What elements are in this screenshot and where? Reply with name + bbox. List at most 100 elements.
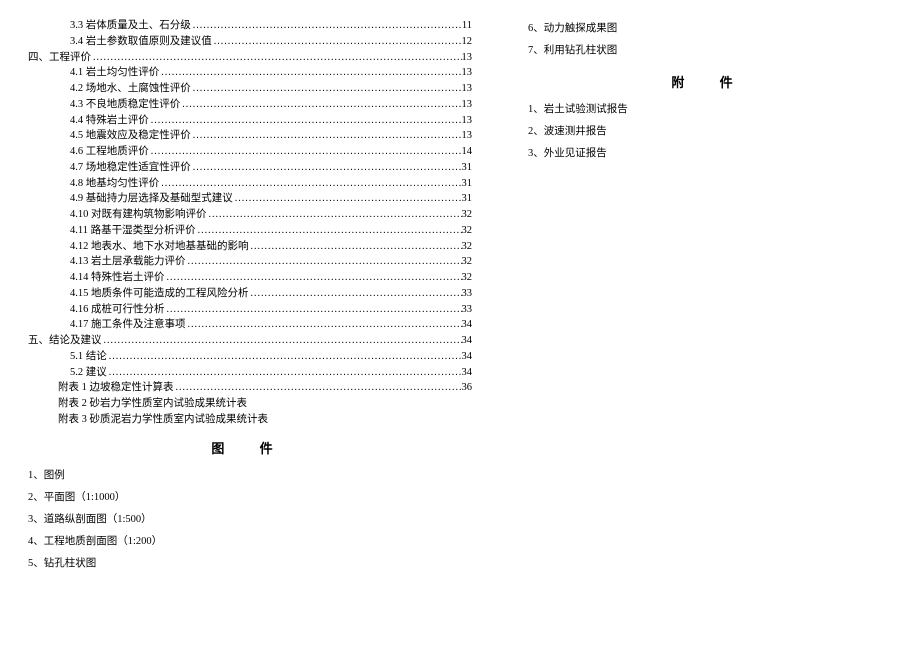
toc-page: 33: [462, 302, 473, 318]
toc-dots: [165, 270, 462, 285]
toc-label: 五、结论及建议: [28, 333, 102, 349]
toc-dots: [159, 176, 461, 191]
tujian-list: 1、图例2、平面图（1:1000）3、道路纵剖面图（1:500）4、工程地质剖面…: [28, 465, 472, 575]
toc-page: 13: [462, 50, 473, 66]
toc-entry: 4.4 特殊岩土评价 13: [28, 113, 472, 129]
toc-label: 4.14 特殊性岩土评价: [70, 270, 165, 286]
toc-entry: 4.11 路基干湿类型分析评价32: [28, 223, 472, 239]
toc-entry: 4.8 地基均匀性评价31: [28, 176, 472, 192]
toc-label: 4.6 工程地质评价: [70, 144, 149, 160]
toc-label: 4.12 地表水、地下水对地基基础的影响: [70, 239, 249, 255]
toc-entry: 4.9 基础持力层选择及基础型式建议 31: [28, 191, 472, 207]
toc-page: 32: [462, 207, 473, 223]
document-page: 3.3 岩体质量及土、石分级 11 3.4 岩土参数取值原则及建议值 12四、工程评价…: [0, 0, 920, 651]
toc-page: 32: [462, 254, 473, 270]
toc-label: 4.3 不良地质稳定性评价: [70, 97, 180, 113]
toc-dots: [174, 380, 462, 395]
toc-page: 13: [462, 113, 473, 129]
fujian-heading: 附 件: [528, 72, 892, 91]
tujian-item: 7、利用钻孔柱状图: [528, 40, 892, 62]
toc-dots: [186, 254, 462, 269]
toc-dots: [207, 207, 462, 222]
toc-entry: 4.10 对既有建构筑物影响评价 32: [28, 207, 472, 223]
fujian-item: 3、外业见证报告: [528, 143, 892, 165]
toc-entry: 4.17 施工条件及注意事项 34: [28, 317, 472, 333]
toc-entry: 4.13 岩土层承载能力评价 32: [28, 254, 472, 270]
toc-page: 13: [462, 81, 473, 97]
toc-entry: 4.16 成桩可行性分析 33: [28, 302, 472, 318]
fujian-item: 1、岩土试验测试报告: [528, 99, 892, 121]
toc-label: 5.2 建议: [70, 365, 107, 381]
toc-dots: [149, 113, 462, 128]
toc-page: 32: [462, 270, 473, 286]
toc-entry: 4.15 地质条件可能造成的工程风险分析 33: [28, 286, 472, 302]
toc-dots: [191, 81, 462, 96]
toc-entry: 附表 1 边坡稳定性计算表 36: [28, 380, 472, 396]
toc-entry: 4.1 岩土均匀性评价13: [28, 65, 472, 81]
toc-label: 附表 1 边坡稳定性计算表: [58, 380, 174, 396]
toc-label: 4.4 特殊岩土评价: [70, 113, 149, 129]
toc-page: 34: [462, 349, 473, 365]
tujian-item: 2、平面图（1:1000）: [28, 487, 472, 509]
fujian-item: 2、波速测井报告: [528, 121, 892, 143]
toc-dots: [102, 333, 462, 348]
toc-label: 4.9 基础持力层选择及基础型式建议: [70, 191, 233, 207]
toc-page: 36: [462, 380, 473, 396]
toc-page: 33: [462, 286, 473, 302]
tujian-item: 4、工程地质剖面图（1:200）: [28, 531, 472, 553]
toc-label: 4.8 地基均匀性评价: [70, 176, 159, 192]
toc-label: 4.5 地震效应及稳定性评价: [70, 128, 191, 144]
toc-page: 12: [462, 34, 473, 50]
toc-page: 32: [462, 223, 473, 239]
toc-label: 4.7 场地稳定性适宜性评价: [70, 160, 191, 176]
toc-label: 3.4 岩土参数取值原则及建议值: [70, 34, 212, 50]
toc-page: 34: [462, 333, 473, 349]
toc-dots: [233, 191, 462, 206]
toc-dots: [249, 286, 462, 301]
tujian-heading: 图 件: [28, 438, 472, 457]
toc-label: 3.3 岩体质量及土、石分级: [70, 18, 191, 34]
toc-page: 32: [462, 239, 473, 255]
toc-entry: 3.4 岩土参数取值原则及建议值 12: [28, 34, 472, 50]
tujian-item: 1、图例: [28, 465, 472, 487]
tujian-item: 5、钻孔柱状图: [28, 553, 472, 575]
toc-dots: [159, 65, 461, 80]
toc-entry: 四、工程评价13: [28, 50, 472, 66]
toc-page: 34: [462, 365, 473, 381]
toc-page: 13: [462, 97, 473, 113]
toc-page: 14: [462, 144, 473, 160]
toc-entry: 4.12 地表水、地下水对地基基础的影响 32: [28, 239, 472, 255]
toc-dots: [165, 302, 462, 317]
toc-label: 5.1 结论: [70, 349, 107, 365]
toc-page: 11: [462, 18, 472, 34]
toc-dots: [107, 349, 462, 364]
toc-dots: [212, 34, 462, 49]
tujian-item: 6、动力触探成果图: [528, 18, 892, 40]
toc-label: 4.17 施工条件及注意事项: [70, 317, 186, 333]
toc-entry: 4.6 工程地质评价 14: [28, 144, 472, 160]
toc-label: 4.13 岩土层承载能力评价: [70, 254, 186, 270]
tujian-item: 3、道路纵剖面图（1:500）: [28, 509, 472, 531]
toc-dots: [196, 223, 462, 238]
toc-dots: [149, 144, 462, 159]
toc-entry: 5.1 结论 34: [28, 349, 472, 365]
toc-label: 4.10 对既有建构筑物影响评价: [70, 207, 207, 223]
toc-dots: [107, 365, 462, 380]
toc-label: 4.16 成桩可行性分析: [70, 302, 165, 318]
toc-entry: 4.2 场地水、土腐蚀性评价 13: [28, 81, 472, 97]
right-column: 6、动力触探成果图7、利用钻孔柱状图 附 件 1、岩土试验测试报告2、波速测井报…: [500, 0, 920, 651]
appendix-table-line: 附表 2 砂岩力学性质室内试验成果统计表: [28, 396, 472, 412]
toc-dots: [186, 317, 462, 332]
toc-entry: 5.2 建议 34: [28, 365, 472, 381]
toc-label: 4.15 地质条件可能造成的工程风险分析: [70, 286, 249, 302]
toc-dots: [191, 18, 462, 33]
plain-block: 附表 2 砂岩力学性质室内试验成果统计表附表 3 砂质泥岩力学性质室内试验成果统…: [28, 396, 472, 428]
toc-dots: [249, 239, 462, 254]
toc-page: 31: [462, 191, 473, 207]
toc-entry: 4.7 场地稳定性适宜性评价31: [28, 160, 472, 176]
toc-dots: [191, 160, 462, 175]
toc-dots: [91, 50, 462, 65]
toc-label: 4.2 场地水、土腐蚀性评价: [70, 81, 191, 97]
right-top-list: 6、动力触探成果图7、利用钻孔柱状图: [528, 18, 892, 62]
toc-page: 34: [462, 317, 473, 333]
